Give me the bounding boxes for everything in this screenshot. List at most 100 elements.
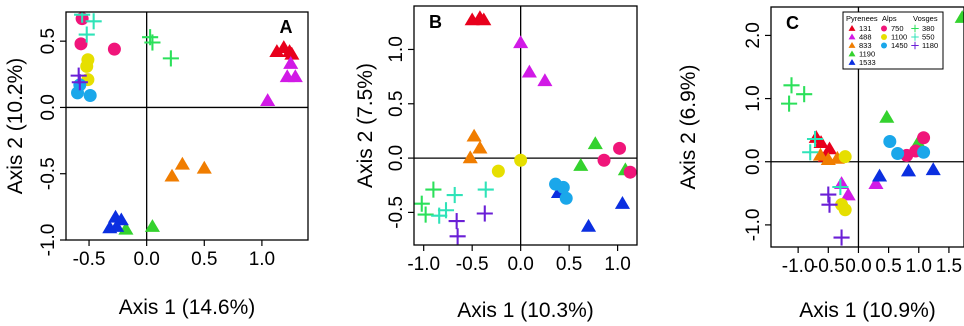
- data-point: [462, 150, 478, 164]
- x-axis-title: Axis 1 (14.6%): [119, 296, 256, 319]
- data-point: [414, 195, 430, 212]
- data-point: [796, 86, 813, 103]
- x-tick-label: 0.5: [875, 256, 901, 277]
- x-tick-label: -0.5: [73, 249, 106, 270]
- x-tick-label: 1.5: [936, 256, 962, 277]
- data-point: [449, 228, 466, 245]
- data-point: [900, 163, 917, 177]
- data-point: [144, 34, 161, 51]
- y-tick-label: 2.0: [743, 22, 764, 48]
- legend-box: [842, 11, 944, 70]
- data-point: [144, 219, 160, 232]
- data-point: [613, 141, 627, 155]
- y-tick-label: 0.0: [38, 94, 59, 120]
- y-tick-label: -0.5: [386, 196, 407, 229]
- data-point: [491, 164, 505, 178]
- x-tick-label: 0.5: [191, 249, 217, 270]
- data-point: [107, 42, 121, 56]
- data-point: [164, 168, 180, 182]
- legend-marker: [848, 58, 856, 65]
- data-point: [813, 135, 829, 148]
- y-axis-title: Axis 2 (7.5%): [354, 63, 377, 188]
- legend-label: 488: [859, 33, 872, 42]
- legend-marker: [848, 33, 856, 40]
- y-tick-label: 0.5: [38, 28, 59, 54]
- x-axis-title: Axis 1 (10.3%): [457, 299, 594, 322]
- legend-label: 550: [922, 33, 935, 42]
- data-point: [833, 229, 850, 246]
- legend-title: Vosges: [913, 14, 938, 23]
- data-point: [74, 12, 91, 23]
- data-point: [284, 46, 300, 60]
- y-tick-label: 0.0: [386, 145, 407, 171]
- panel-label: C: [786, 13, 799, 33]
- data-point: [196, 160, 212, 174]
- data-point: [802, 144, 819, 161]
- data-point: [71, 74, 88, 91]
- panel-a: -0.5 0.0 0.5 1.0 -1.0 -0.5 0.0 0.5 Axis 1 (14.6%…: [4, 11, 309, 319]
- legend-marker: [881, 34, 887, 40]
- legend-label: 1190: [859, 50, 875, 59]
- legend-label: 1180: [922, 41, 938, 50]
- data-point: [834, 176, 850, 190]
- data-point: [587, 136, 603, 150]
- data-point: [476, 205, 493, 222]
- data-point: [597, 153, 611, 167]
- y-tick-label: 0.5: [386, 91, 407, 117]
- data-point: [108, 209, 124, 223]
- legend-label: 833: [859, 41, 872, 50]
- y-tick-label: -1.0: [38, 224, 59, 257]
- panel-label: B: [429, 12, 442, 32]
- y-axis-title: Axis 2 (10.2%): [4, 58, 27, 195]
- data-point: [580, 218, 597, 232]
- legend-marker: [881, 25, 887, 32]
- legend-marker: [848, 50, 856, 57]
- legend-label: 380: [922, 24, 935, 33]
- legend-label: 131: [859, 24, 872, 33]
- data-point: [466, 128, 482, 142]
- x-tick-label: 1.0: [906, 256, 932, 277]
- data-point: [269, 44, 285, 57]
- y-tick-label: 1.0: [386, 36, 407, 62]
- x-tick-label: 1.0: [604, 254, 630, 275]
- data-points: [781, 10, 964, 246]
- data-point: [838, 203, 852, 217]
- data-point: [868, 176, 884, 190]
- data-point: [838, 150, 852, 164]
- data-point: [513, 35, 529, 49]
- x-tick-label: 0.0: [133, 249, 159, 270]
- legend-marker: [848, 24, 856, 31]
- data-point: [476, 12, 492, 26]
- plot-frame: [770, 6, 964, 248]
- legend-label: 1450: [891, 41, 908, 50]
- legend-label: 1100: [891, 33, 907, 42]
- data-point: [872, 168, 888, 182]
- data-point: [85, 13, 102, 30]
- data-point: [840, 187, 856, 201]
- data-points: [70, 12, 303, 235]
- data-point: [832, 178, 849, 196]
- legend-marker: [911, 33, 919, 41]
- x-tick-label: 0.0: [845, 256, 871, 277]
- data-point: [925, 162, 941, 176]
- y-tick-label: -0.5: [38, 157, 59, 190]
- data-point: [417, 206, 434, 223]
- data-point: [614, 196, 630, 209]
- data-point: [472, 140, 488, 154]
- data-point: [821, 196, 838, 213]
- legend-marker: [911, 41, 919, 50]
- data-point: [879, 109, 895, 123]
- data-point: [917, 145, 931, 159]
- data-point: [537, 73, 553, 87]
- x-tick-label: -0.5: [812, 256, 845, 277]
- legend-label: 750: [891, 24, 904, 33]
- y-tick-label: -1.0: [743, 209, 764, 242]
- data-point: [917, 131, 931, 145]
- data-point: [446, 186, 463, 204]
- data-point: [83, 89, 97, 103]
- data-point: [781, 95, 798, 112]
- x-axis-title: Axis 1 (10.9%): [799, 299, 936, 322]
- data-point: [954, 10, 964, 23]
- data-point: [556, 180, 570, 194]
